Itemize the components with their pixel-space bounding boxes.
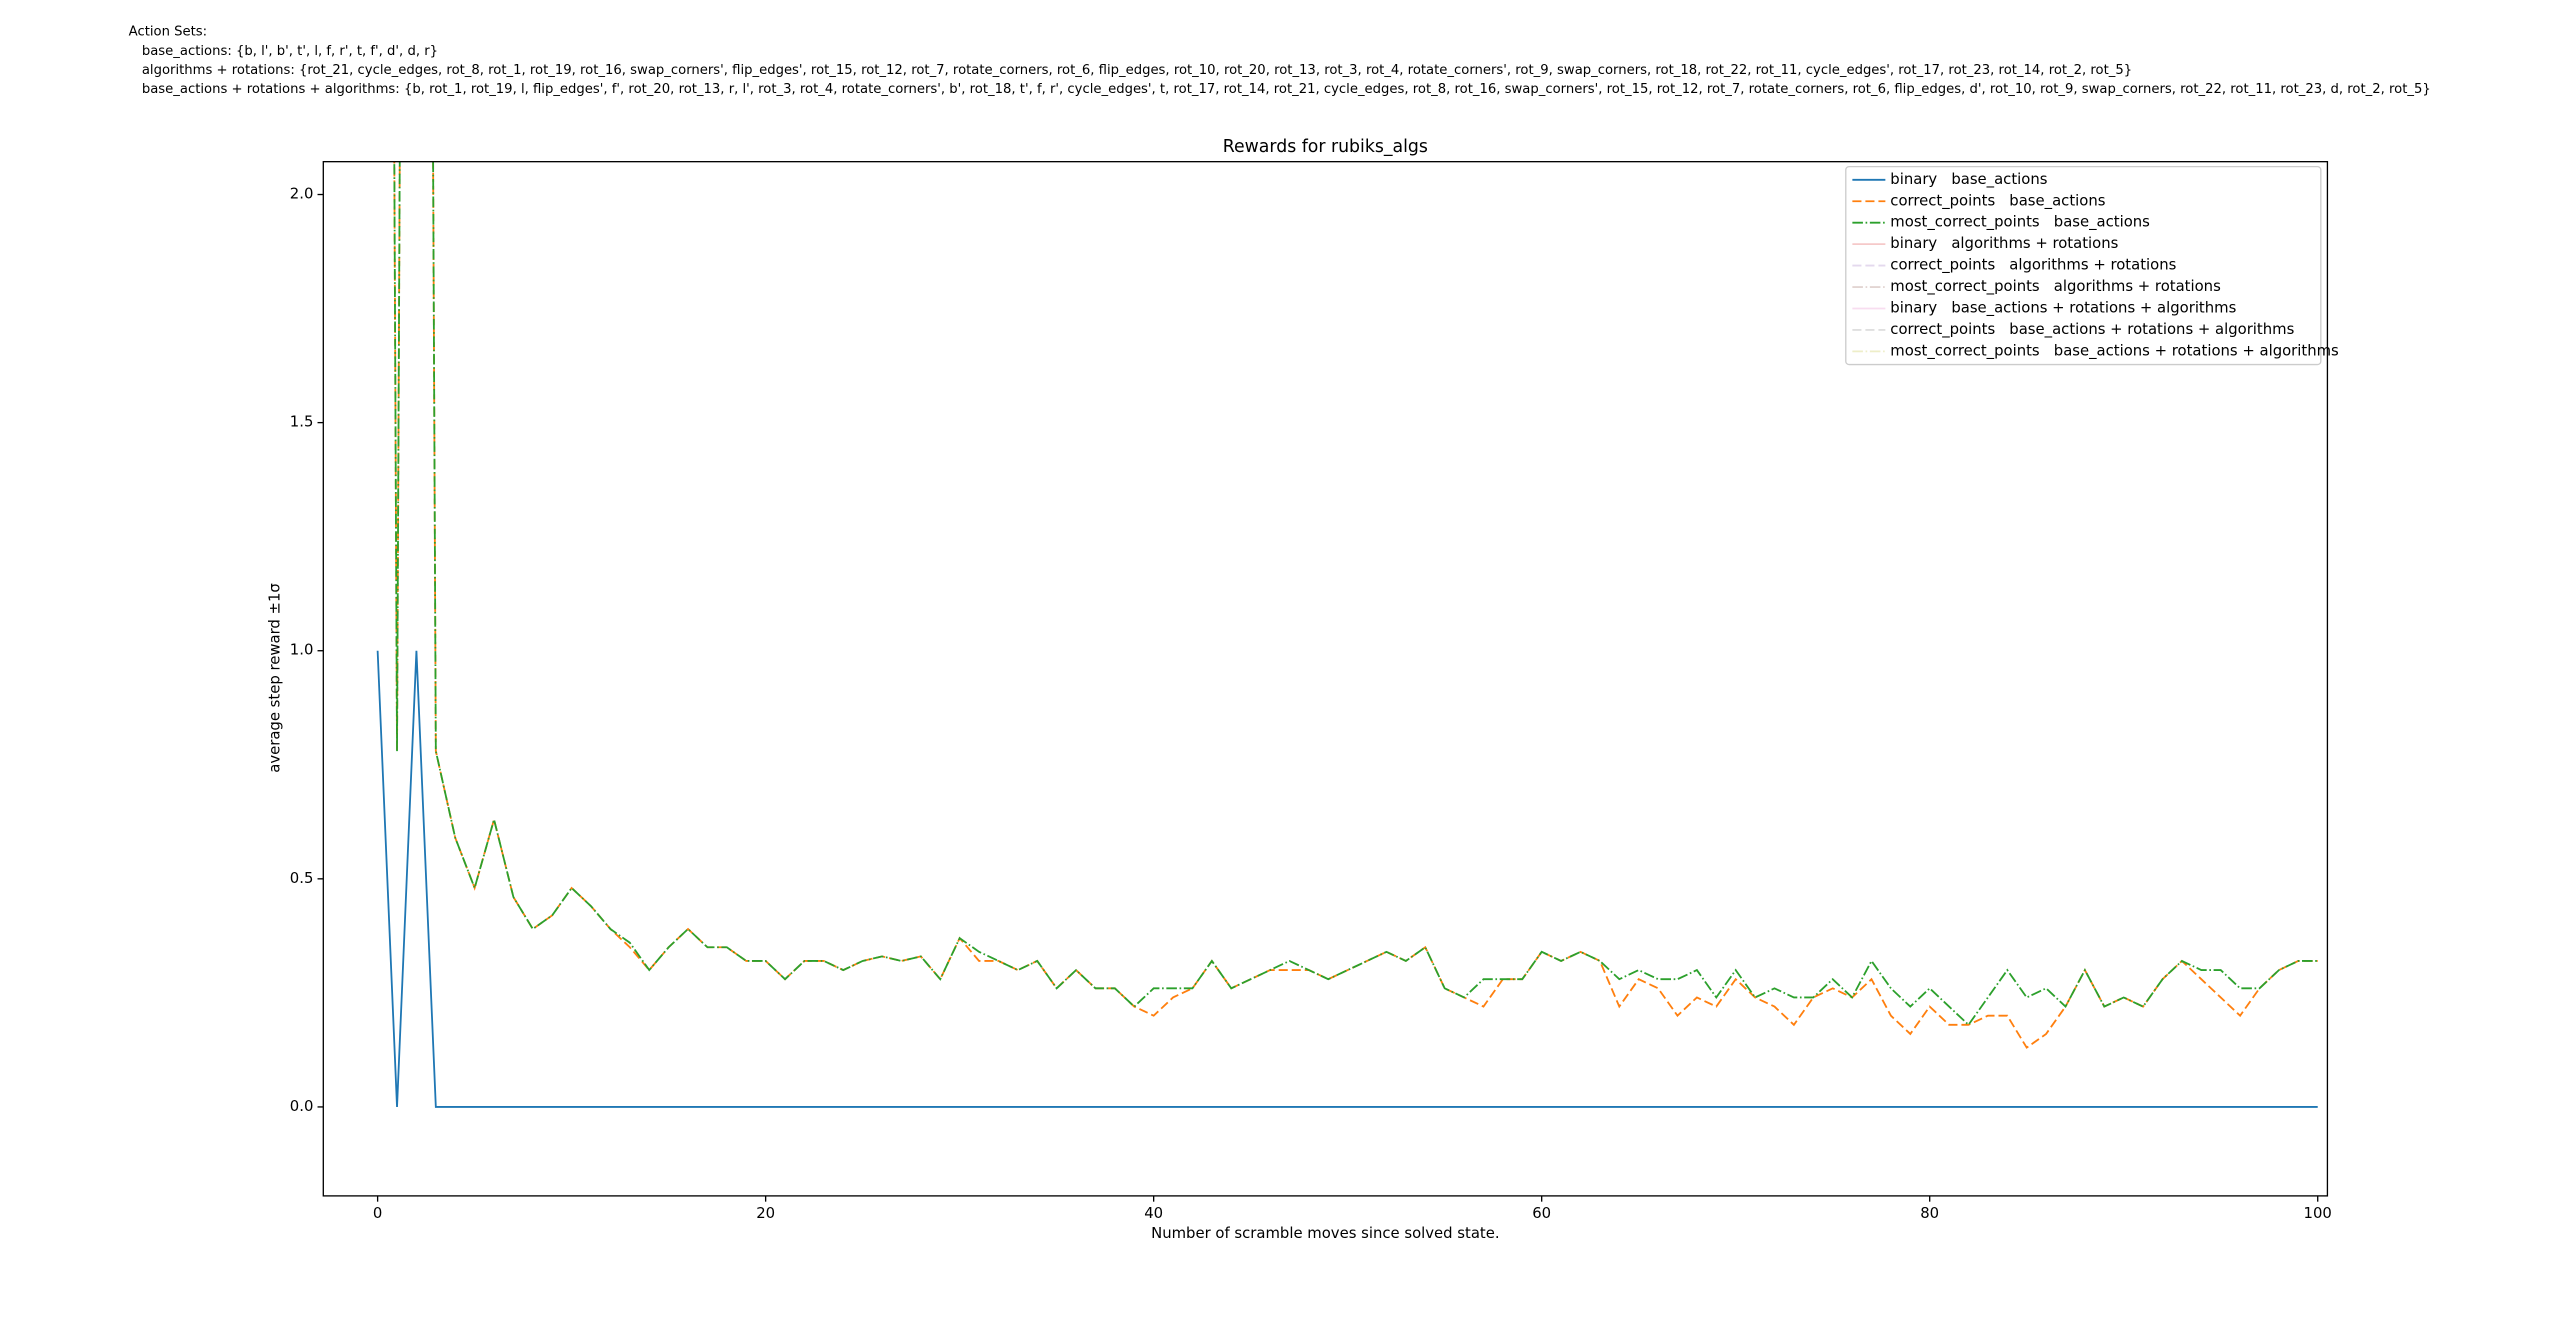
legend-label: binary base_actions <box>1890 171 2047 188</box>
legend-box <box>1845 165 2322 366</box>
series-line <box>393 161 2318 1049</box>
header-line: base_actions + rotations + algorithms: {… <box>142 82 2431 97</box>
header-title: Action Sets: <box>129 24 207 39</box>
y-tick-label: 0.5 <box>290 870 314 887</box>
plot-area <box>376 161 2318 1108</box>
x-tick-label: 100 <box>2304 1205 2332 1222</box>
legend-label: most_correct_points base_actions <box>1890 214 2150 231</box>
x-axis-label: Number of scramble moves since solved st… <box>1151 1225 1499 1242</box>
y-tick-label: 0.0 <box>290 1098 314 1115</box>
x-tick-label: 40 <box>1144 1205 1163 1222</box>
x-tick-label: 60 <box>1532 1205 1551 1222</box>
x-tick-label: 20 <box>756 1205 775 1222</box>
legend-label: correct_points base_actions + rotations … <box>1890 321 2294 338</box>
legend-label: correct_points algorithms + rotations <box>1890 257 2176 274</box>
series-line <box>376 650 2318 1108</box>
y-axis-label: average step reward ±1σ <box>266 583 283 773</box>
legend-label: binary base_actions + rotations + algori… <box>1890 299 2236 316</box>
y-tick-label: 2.0 <box>290 186 314 203</box>
y-tick-label: 1.0 <box>290 642 314 659</box>
legend-label: correct_points base_actions <box>1890 192 2105 209</box>
legend: binary base_actions correct_points base_a… <box>1845 165 2339 366</box>
legend-label: most_correct_points base_actions + rotat… <box>1890 342 2338 359</box>
series-line <box>393 161 2318 1027</box>
chart-title: Rewards for rubiks_algs <box>1223 137 1428 157</box>
legend-label: most_correct_points algorithms + rotatio… <box>1890 278 2221 295</box>
header-line: algorithms + rotations: {rot_21, cycle_e… <box>142 63 2132 78</box>
header-line: base_actions: {b, l', b', t', l, f, r', … <box>142 44 438 59</box>
legend-label: binary algorithms + rotations <box>1890 235 2118 252</box>
y-tick-label: 1.5 <box>290 414 314 431</box>
axes-frame <box>322 161 2329 1197</box>
x-tick-label: 0 <box>373 1205 382 1222</box>
x-tick-label: 80 <box>1920 1205 1939 1222</box>
